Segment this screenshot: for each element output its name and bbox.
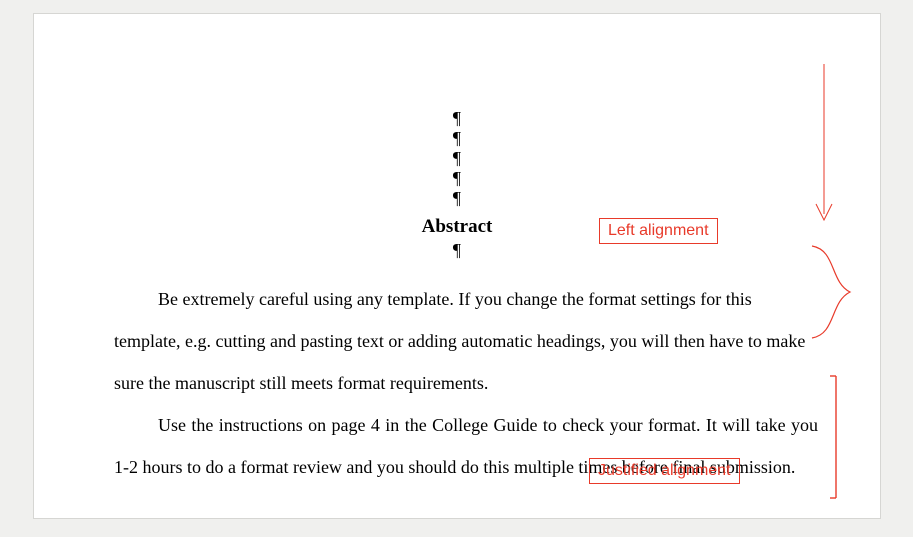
annotation-arrow-icon [804,64,844,230]
annotation-side-bar-icon [826,374,842,500]
annotation-justified-alignment-label: Justified alignment [589,458,740,484]
annotation-curly-brace-icon [806,242,854,342]
pilcrow-mark: ¶ [34,148,880,168]
annotation-left-alignment-label: Left alignment [599,218,718,244]
pilcrow-mark: ¶ [34,168,880,188]
blank-line-markers: ¶ ¶ ¶ ¶ ¶ [34,108,880,208]
abstract-paragraph-1-left-aligned: Be extremely careful using any template.… [114,278,818,404]
pilcrow-mark: ¶ [34,188,880,208]
pilcrow-mark: ¶ [34,240,880,261]
document-page: ¶ ¶ ¶ ¶ ¶ Abstract ¶ Be extremely carefu… [34,14,880,518]
abstract-heading: Abstract [34,216,880,238]
pilcrow-mark: ¶ [34,108,880,128]
pilcrow-mark: ¶ [34,128,880,148]
